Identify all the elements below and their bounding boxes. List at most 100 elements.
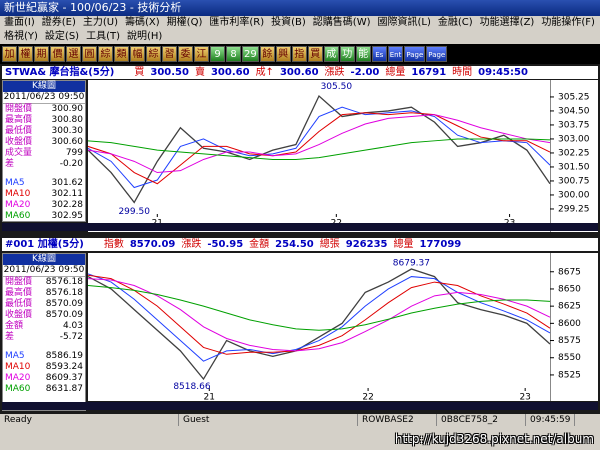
header-field: 成↑	[255, 67, 274, 78]
toolbar-button[interactable]: Ent	[387, 46, 404, 62]
toolbar-button[interactable]: 價	[50, 46, 65, 62]
title-bar: 新世紀贏家 - 100/06/23 - 技術分析	[0, 0, 600, 16]
axis-divider	[550, 253, 551, 401]
toolbar-button[interactable]: 餘	[259, 46, 275, 62]
toolbar-button[interactable]: 指	[291, 46, 307, 62]
info-row: 收盤價 300.60	[3, 137, 85, 148]
series-line	[88, 273, 551, 362]
toolbar-button[interactable]: 江	[194, 46, 209, 62]
toolbar-button[interactable]: 綜	[146, 46, 161, 62]
menu-item[interactable]: 畫面(I)	[4, 17, 35, 28]
header-field: 16791	[411, 67, 447, 78]
series-line	[88, 278, 551, 352]
toolbar-button[interactable]: 圓	[82, 46, 97, 62]
toolbar-button[interactable]: 成	[323, 46, 339, 62]
y-tick-label: 299.25	[558, 204, 590, 214]
info-row: MA10 8593.24	[3, 362, 85, 373]
menu-item[interactable]: 功能操作(F)	[541, 17, 595, 28]
watermark: http://kujd3268.pixnet.net/album	[394, 432, 594, 446]
menu-item[interactable]: 設定(S)	[44, 31, 80, 42]
info-row: 差 -5.72	[3, 332, 85, 343]
series-line	[88, 138, 551, 160]
header-field: 漲跌	[181, 239, 202, 250]
annotation: 8679.37	[393, 258, 430, 268]
toolbar-button[interactable]: 綜	[98, 46, 113, 62]
info-value: 8593.24	[45, 362, 83, 372]
info-row: 金額 4.03	[3, 321, 85, 332]
menu-item[interactable]: 主力(U)	[82, 17, 119, 28]
toolbar-button[interactable]: 選	[66, 46, 81, 62]
info-value: 300.60	[51, 137, 84, 147]
header-field: -50.95	[207, 239, 244, 250]
menu-item[interactable]: 認購售碼(W)	[312, 17, 371, 28]
y-tick-label: 304.50	[558, 106, 590, 116]
info-value: -0.20	[59, 159, 83, 169]
toolbar-button[interactable]: 8	[226, 46, 241, 62]
toolbar-button[interactable]: Page	[426, 46, 448, 62]
toolbar-button[interactable]: 能	[355, 46, 371, 62]
menu-bar: 格視(Y) 設定(S) 工具(T) 說明(H)	[0, 30, 600, 44]
toolbar-button[interactable]: 期	[34, 46, 49, 62]
info-row: 最高價 8576.18	[3, 288, 85, 299]
annotation: 305.50	[321, 82, 353, 92]
info-date: 2011/06/23 09:50	[3, 92, 85, 104]
info-value: 8570.09	[45, 310, 83, 320]
y-tick-label: 303.00	[558, 134, 590, 144]
toolbar-button[interactable]: 買	[307, 46, 323, 62]
menu-item[interactable]: 功能選擇(Z)	[479, 17, 535, 28]
info-row: MA60 302.95	[3, 211, 85, 222]
info-label: 最高價	[5, 288, 33, 298]
status-field: 0B8CE758_2	[437, 414, 526, 426]
menu-item[interactable]: 工具(T)	[86, 31, 120, 42]
toolbar-button[interactable]: 類	[114, 46, 129, 62]
toolbar-button[interactable]: 權	[18, 46, 33, 62]
info-value: 8576.18	[45, 288, 83, 298]
y-tick-label: 300.00	[558, 190, 590, 200]
toolbar-button[interactable]: 加	[2, 46, 17, 62]
header-field: 時間	[452, 67, 473, 78]
toolbar-button[interactable]: 9	[210, 46, 225, 62]
info-value: 4.03	[62, 321, 83, 331]
info-row: MA5 301.62	[3, 178, 85, 189]
toolbar-button[interactable]: 習	[162, 46, 177, 62]
toolbar-button[interactable]: 功	[339, 46, 355, 62]
menu-item[interactable]: 期權(Q)	[166, 17, 203, 28]
header-field: -2.00	[350, 67, 380, 78]
toolbar-button[interactable]: Es	[371, 46, 387, 62]
info-label: 差	[5, 159, 15, 169]
toolbar-button[interactable]: Page	[404, 46, 426, 62]
menu-item[interactable]: 格視(Y)	[4, 31, 38, 42]
menu-item[interactable]: 投資(B)	[271, 17, 306, 28]
info-label: 成交量	[5, 148, 33, 158]
menu-item[interactable]: 籌碼(X)	[125, 17, 160, 28]
info-row: 收盤價 8570.09	[3, 310, 85, 321]
series-line	[88, 112, 551, 185]
info-row: 開盤價 300.90	[3, 104, 85, 115]
toolbar-button[interactable]: 幅	[130, 46, 145, 62]
menu-item[interactable]: 匯市利率(R)	[209, 17, 265, 28]
menu-item[interactable]: 證券(E)	[41, 17, 76, 28]
info-label: 差	[5, 332, 15, 342]
info-value: 8586.19	[45, 351, 83, 361]
info-title: K線圖	[3, 81, 85, 92]
header-field: STWA& 摩台指&(5分)	[5, 67, 115, 78]
toolbar-button[interactable]: 委	[178, 46, 193, 62]
info-label: 收盤價	[5, 310, 33, 320]
toolbar-button[interactable]: 興	[275, 46, 291, 62]
toolbar-button[interactable]: 29	[242, 46, 259, 62]
header-field: 177099	[419, 239, 462, 250]
header-field: 漲跌	[324, 67, 345, 78]
info-row: MA20 302.28	[3, 200, 85, 211]
menu-item[interactable]: 國際資訊(L)	[377, 17, 431, 28]
legend-label: MA5	[5, 178, 25, 188]
info-date: 2011/06/23 09:50	[3, 265, 85, 277]
header-field: 買	[134, 67, 145, 78]
info-row: 開盤價 8576.18	[3, 277, 85, 288]
y-tick-label: 8575	[558, 336, 581, 346]
series-line	[88, 285, 551, 331]
x-tick-label: 21	[204, 393, 215, 402]
menu-item[interactable]: 說明(H)	[127, 31, 163, 42]
info-row: 成交量 799	[3, 148, 85, 159]
legend-label: MA60	[5, 211, 31, 221]
menu-item[interactable]: 金融(C)	[437, 17, 473, 28]
